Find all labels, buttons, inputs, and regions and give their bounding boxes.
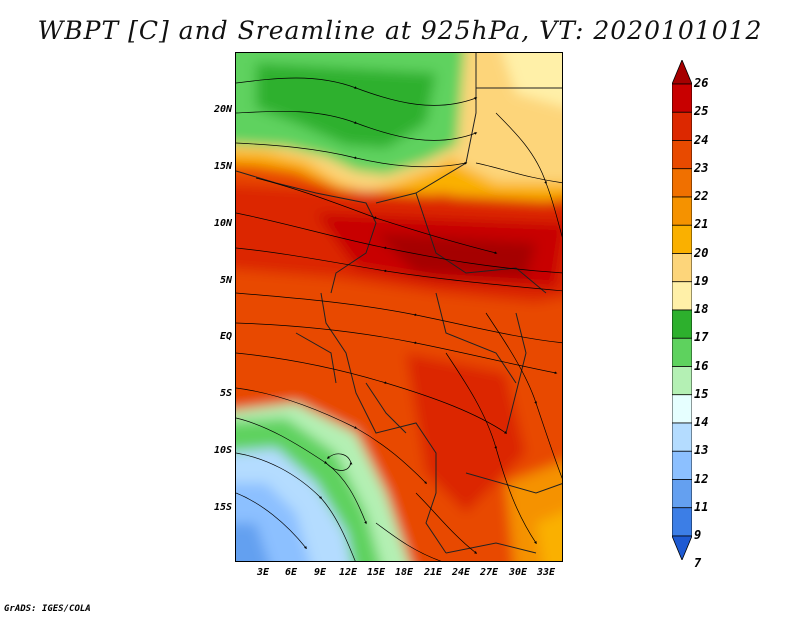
colorbar-label: 25 [694, 104, 709, 119]
lon-label-6e: 6E [284, 567, 298, 578]
colorbar-label: 17 [694, 330, 709, 345]
colorbar-label: 13 [694, 443, 709, 458]
colorbar-label: 15 [694, 386, 709, 401]
colorbar-segment [672, 253, 692, 283]
colorbar-segment [672, 140, 692, 170]
lat-label-15s: 15S [213, 502, 232, 513]
colorbar-label: 14 [694, 415, 709, 429]
colorbar [672, 60, 692, 560]
wbpt-shaded-field [236, 53, 562, 561]
lat-label-5n: 5N [219, 275, 232, 286]
lon-label-12e: 12E [338, 567, 358, 578]
colorbar-label: 18 [694, 302, 709, 316]
colorbar-label: 22 [694, 189, 709, 203]
lon-label-18e: 18E [394, 567, 414, 578]
colorbar-label: 19 [694, 273, 709, 288]
colorbar-label: 21 [694, 217, 709, 232]
lon-label-27e: 27E [479, 567, 499, 578]
lon-label-33e: 33E [536, 567, 556, 578]
lon-label-15e: 15E [366, 567, 386, 578]
credit-text: GrADS: IGES/COLA [4, 604, 91, 614]
colorbar-label: 16 [694, 358, 709, 373]
lon-label-30e: 30E [508, 567, 528, 578]
lon-label-3e: 3E [256, 567, 270, 578]
colorbar-label: 11 [694, 499, 709, 514]
colorbar-segment [672, 83, 692, 113]
lat-label-10n: 10N [213, 218, 232, 229]
lat-label-10s: 10S [213, 445, 232, 456]
colorbar-label: 26 [694, 76, 709, 90]
colorbar-segment [672, 535, 692, 560]
lat-label-eq: EQ [219, 331, 232, 342]
chart-title: WBPT [C] and Sreamline at 925hPa, VT: 20… [37, 16, 763, 45]
colorbar-segment [672, 60, 692, 85]
colorbar-label: 12 [694, 471, 709, 486]
colorbar-segment [672, 111, 692, 141]
lon-label-9e: 9E [313, 567, 327, 578]
lon-label-24e: 24E [451, 567, 471, 578]
colorbar-label: 9 [694, 528, 702, 542]
lat-label-20n: 20N [213, 104, 232, 115]
colorbar-label: 23 [694, 160, 709, 175]
colorbar-segment [672, 507, 692, 537]
colorbar-segment [672, 394, 692, 424]
colorbar-segment [672, 337, 692, 367]
colorbar-segment [672, 479, 692, 509]
colorbar-segment [672, 450, 692, 480]
colorbar-segment [672, 224, 692, 254]
colorbar-segment [672, 422, 692, 452]
colorbar-label: 24 [694, 132, 709, 147]
lon-label-21e: 21E [423, 567, 443, 578]
lat-label-5s: 5S [219, 388, 232, 399]
colorbar-label: 7 [694, 556, 702, 571]
map-plot-area [235, 52, 563, 562]
streamlines [236, 77, 562, 561]
colorbar-segment [672, 366, 692, 396]
lat-label-15n: 15N [213, 161, 232, 172]
colorbar-segment [672, 168, 692, 198]
colorbar-segment [672, 281, 692, 311]
colorbar-label: 20 [694, 245, 709, 260]
colorbar-segment [672, 196, 692, 226]
colorbar-segment [672, 309, 692, 339]
